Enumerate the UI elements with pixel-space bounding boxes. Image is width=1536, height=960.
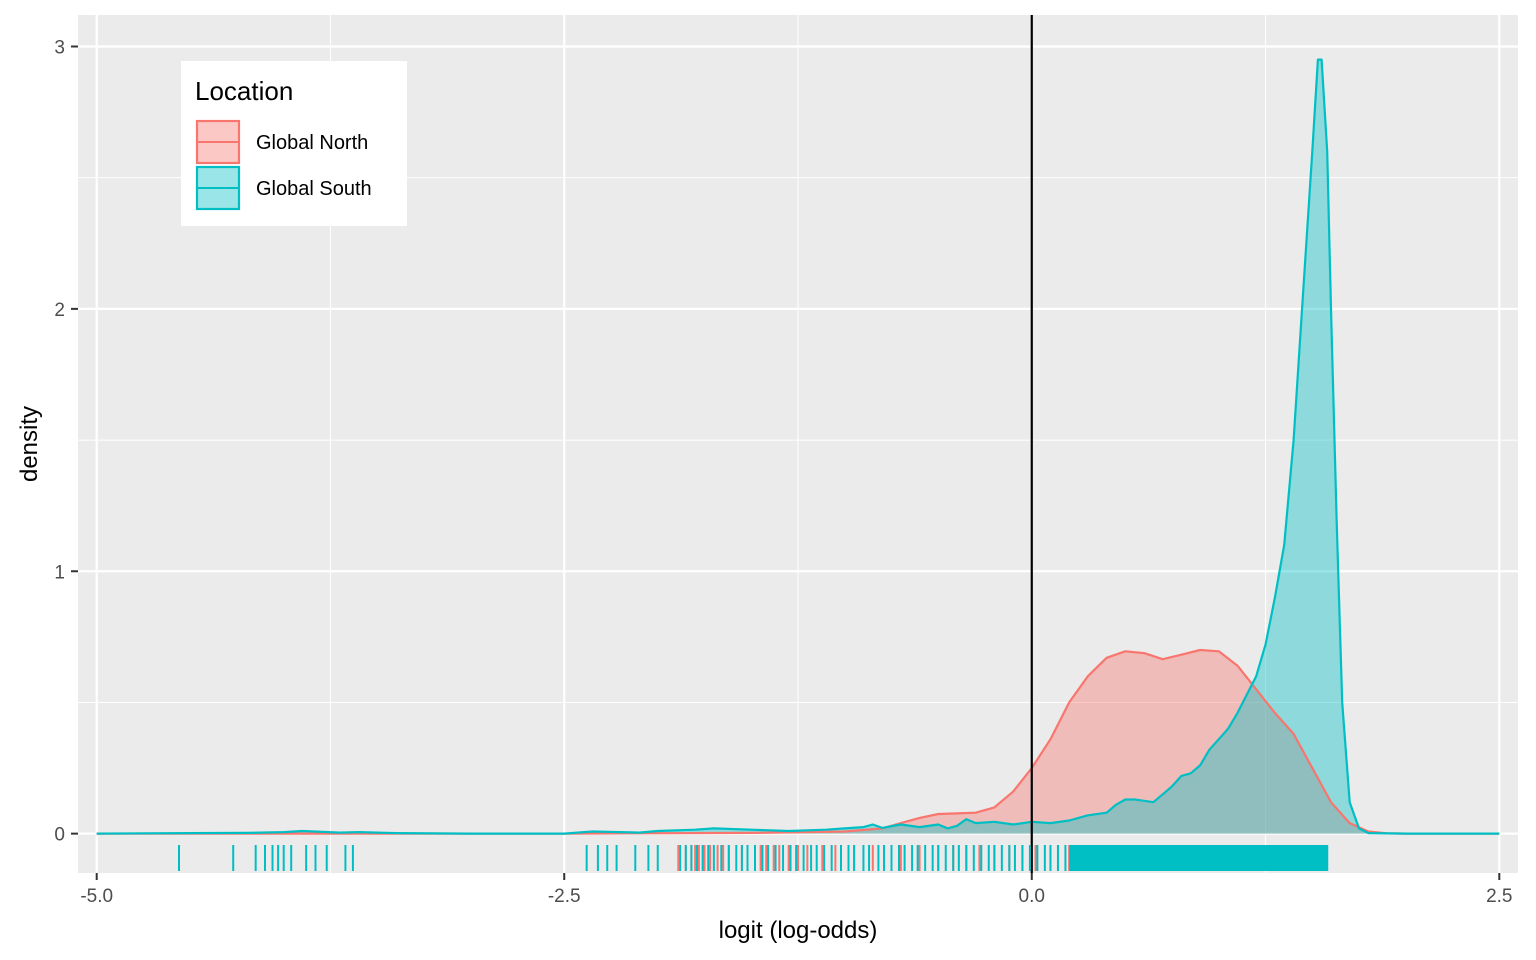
y-tick-label: 3 [54, 37, 65, 58]
rug-marks [177, 845, 1329, 871]
y-axis: 0 1 2 3 [54, 37, 78, 846]
legend-background [181, 61, 407, 226]
x-tick-label: 2.5 [1486, 886, 1512, 907]
legend-label-global-south: Global South [256, 178, 372, 200]
x-tick-label: -2.5 [548, 886, 581, 907]
legend-label-global-north: Global North [256, 132, 368, 154]
density-areas [96, 59, 1500, 834]
rug-band-global-south [1069, 845, 1328, 871]
x-tick-label: -5.0 [80, 886, 113, 907]
legend: Location Global North Global South [181, 61, 407, 226]
y-tick-label: 0 [54, 825, 65, 846]
density-lines [96, 58, 1500, 835]
x-axis: -5.0 -2.5 0.0 2.5 [80, 873, 1513, 907]
density-line-global-north [96, 648, 1500, 835]
y-tick-label: 1 [54, 562, 65, 583]
y-axis-title: density [16, 406, 43, 482]
legend-title: Location [195, 76, 293, 106]
x-tick-label: 0.0 [1019, 886, 1045, 907]
y-tick-label: 2 [54, 300, 65, 321]
x-axis-title: logit (log-odds) [719, 917, 878, 944]
density-area-global-north [96, 650, 1500, 834]
density-line-global-south [96, 58, 1500, 835]
